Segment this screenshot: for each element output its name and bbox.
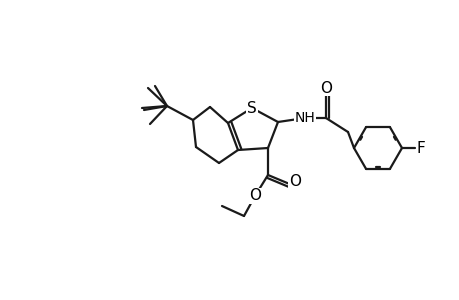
Text: O: O [248,188,260,203]
Text: S: S [246,100,256,116]
Text: O: O [319,80,331,95]
Text: O: O [288,175,300,190]
Text: NH: NH [294,111,315,125]
Text: F: F [416,140,425,155]
